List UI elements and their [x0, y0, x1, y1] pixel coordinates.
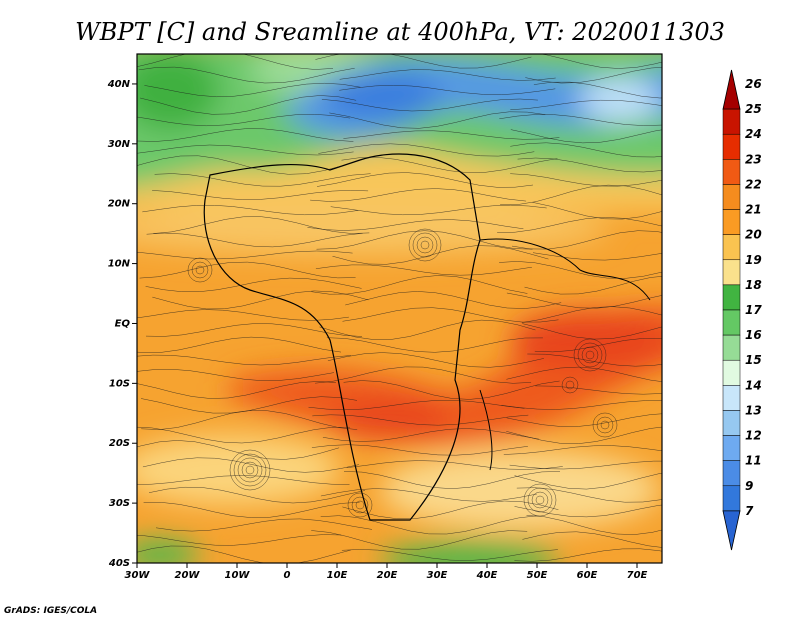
lon-tick-label: 60E — [577, 570, 598, 581]
colorbar-label: 9 — [745, 479, 753, 493]
colorbar-label: 19 — [745, 253, 762, 267]
coastline-arabia — [479, 238, 651, 301]
colorbar-swatch — [722, 460, 741, 487]
colorbar-swatch — [722, 485, 741, 512]
colorbar-label: 11 — [745, 454, 762, 468]
wbpt-field — [137, 54, 662, 563]
colorbar-swatch — [722, 259, 741, 286]
lat-axis: 40N 30N 20N 10N EQ 10S 20S 30S 40S — [107, 79, 137, 569]
colorbar-swatch — [722, 334, 741, 361]
colorbar-swatch — [722, 184, 741, 210]
map-title: WBPT [C] and Sreamline at 400hPa, VT: 20… — [75, 18, 725, 46]
lon-tick-label: 70E — [627, 570, 648, 581]
colorbar-label: 22 — [745, 177, 762, 191]
colorbar-label: 15 — [745, 353, 762, 367]
colorbar-label: 23 — [745, 152, 762, 166]
colorbar: 26 25 24 23 22 21 20 19 18 17 16 15 14 13 12 11 9 7 — [722, 69, 762, 551]
colorbar-swatch — [722, 435, 741, 461]
lon-tick-label: 30W — [125, 570, 151, 581]
colorbar-swatch — [722, 159, 741, 185]
lat-tick-label: 40N — [107, 79, 131, 90]
lat-tick-label: 30N — [108, 139, 131, 150]
lon-tick-label: 30E — [427, 570, 448, 581]
colorbar-label: 21 — [745, 203, 762, 217]
colorbar-bottom-arrow — [722, 510, 741, 551]
colorbar-swatch — [722, 309, 741, 336]
lon-axis: 30W 20W 10W 0 10E 20E 30E 40E 50E 60E 70E — [125, 563, 648, 581]
lat-tick-label: 30S — [109, 498, 130, 509]
colorbar-swatch — [722, 410, 741, 436]
colorbar-swatch — [722, 108, 741, 135]
credit-text: GrADS: IGES/COLA — [4, 606, 97, 616]
streamlines — [137, 54, 662, 563]
lat-tick-label: 40S — [108, 558, 130, 569]
lat-tick-label: 20S — [109, 438, 130, 449]
colorbar-swatch — [722, 359, 741, 386]
lat-tick-label: 10N — [108, 259, 131, 270]
colorbar-swatch — [722, 385, 741, 411]
colorbar-label: 14 — [745, 378, 762, 392]
colorbar-label: 26 — [745, 77, 762, 91]
colorbar-label: 13 — [745, 403, 762, 417]
colorbar-label: 25 — [745, 102, 762, 116]
lon-tick-label: 10W — [225, 570, 251, 581]
colorbar-swatch — [722, 133, 741, 160]
colorbar-label: 17 — [745, 303, 762, 317]
coastline-madagascar — [479, 389, 493, 471]
lon-tick-label: 50E — [527, 570, 548, 581]
colorbar-top-arrow — [722, 69, 741, 110]
lat-tick-label: 10S — [109, 378, 130, 389]
lon-tick-label: 20E — [377, 570, 398, 581]
lon-tick-label: 10E — [327, 570, 348, 581]
colorbar-swatch — [722, 209, 741, 235]
colorbar-swatch — [722, 284, 741, 311]
lat-tick-label: EQ — [115, 318, 131, 329]
colorbar-swatch — [722, 234, 741, 261]
lon-tick-label: 20W — [175, 570, 201, 581]
lon-tick-label: 40E — [476, 570, 498, 581]
colorbar-label: 18 — [745, 278, 762, 292]
colorbar-label: 20 — [745, 228, 762, 242]
map-frame — [136, 53, 663, 564]
colorbar-label: 12 — [745, 429, 762, 443]
colorbar-label: 7 — [745, 504, 754, 518]
lat-tick-label: 20N — [108, 199, 131, 210]
colorbar-label: 16 — [745, 328, 762, 342]
colorbar-label: 24 — [745, 127, 762, 141]
lon-tick-label: 0 — [284, 570, 291, 581]
